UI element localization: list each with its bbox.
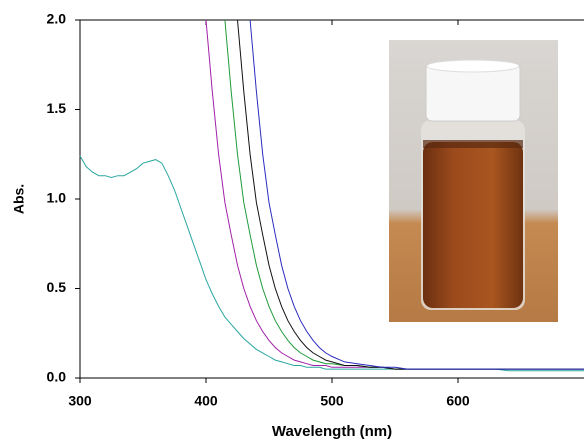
x-axis-label: Wavelength (nm) [272, 423, 392, 440]
y-tick-label: 0.0 [47, 369, 67, 385]
x-tick-label: 600 [446, 393, 470, 409]
y-tick-label: 0.5 [47, 279, 67, 295]
x-tick-label: 500 [320, 393, 344, 409]
inset-photo [389, 40, 558, 322]
y-tick-label: 1.5 [47, 100, 67, 116]
x-tick-label: 300 [68, 393, 92, 409]
y-axis-label: Abs. [11, 184, 27, 214]
x-tick-label: 400 [194, 393, 218, 409]
y-tick-label: 1.0 [47, 190, 67, 206]
y-tick-label: 2.0 [47, 11, 67, 27]
spectrum-line [249, 19, 584, 370]
